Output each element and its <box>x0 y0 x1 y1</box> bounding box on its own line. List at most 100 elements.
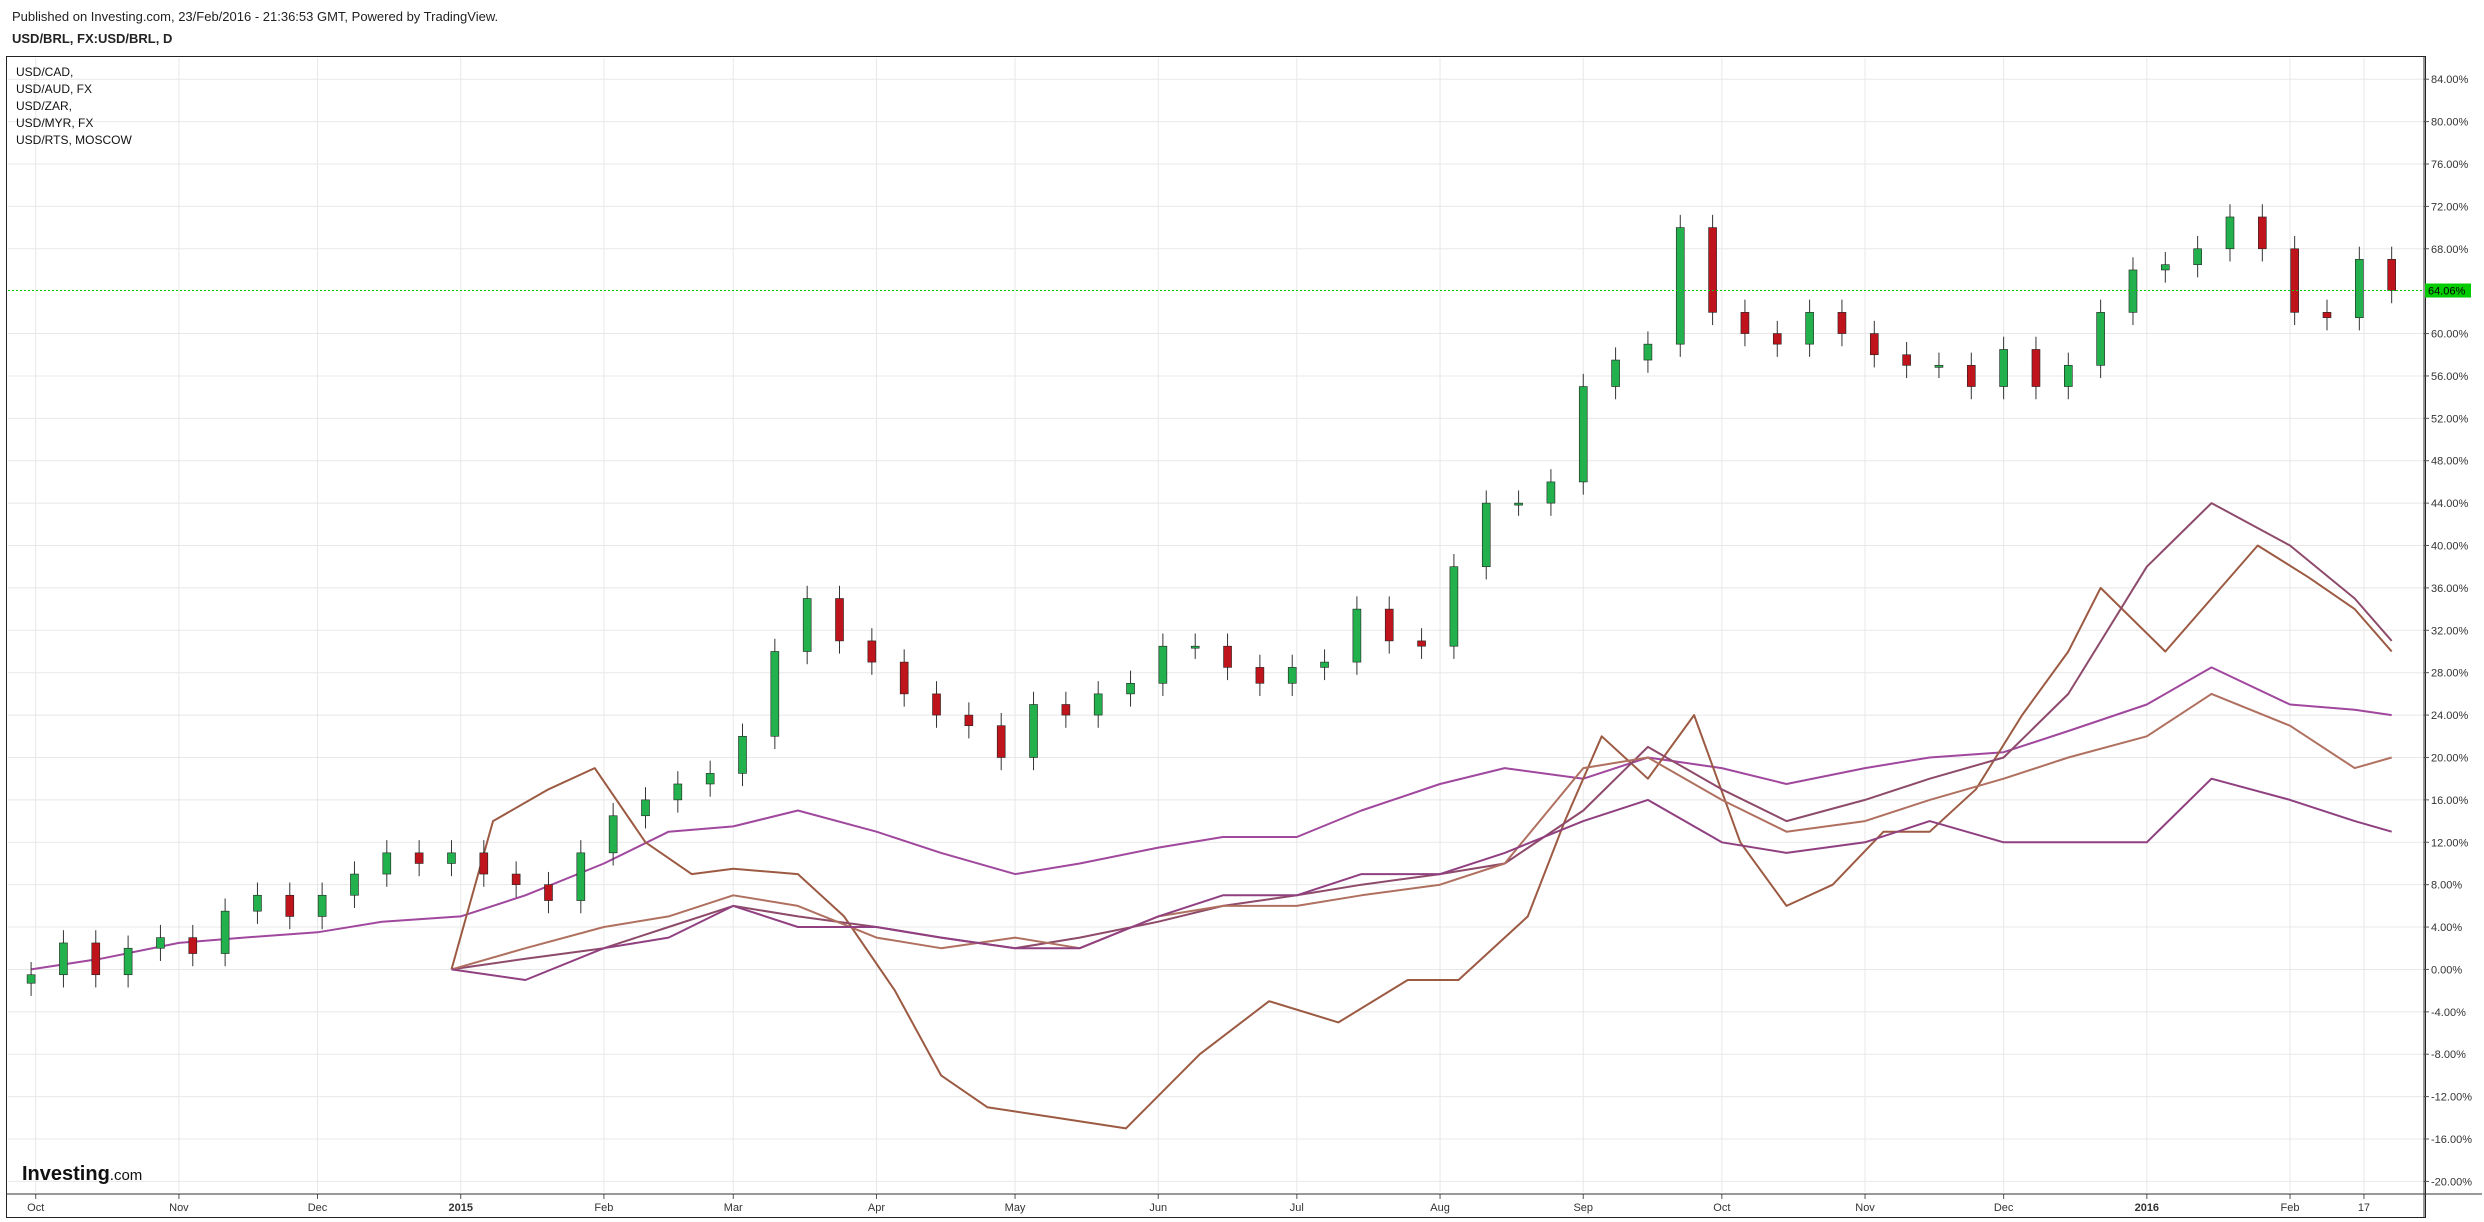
candle-up <box>317 894 327 917</box>
candle-up <box>770 651 780 737</box>
chart-frame[interactable] <box>6 56 2426 1218</box>
y-tick-label: 44.00% <box>2431 498 2469 510</box>
candle-down <box>1772 333 1782 345</box>
candle-down <box>479 852 489 875</box>
candle-up <box>382 852 392 875</box>
comparison-legend: USD/CAD, USD/AUD, FX USD/ZAR, USD/MYR, F… <box>16 64 132 149</box>
candle-up <box>253 894 262 912</box>
y-tick-label: 40.00% <box>2431 541 2469 553</box>
candle-down <box>1223 645 1232 668</box>
y-tick-label: 28.00% <box>2431 668 2469 680</box>
x-tick-label: 2015 <box>448 1202 472 1214</box>
y-tick-label: 60.00% <box>2431 329 2469 341</box>
candle-up <box>1190 645 1200 649</box>
y-tick-label: 0.00% <box>2431 964 2462 976</box>
candle-up <box>1578 386 1588 483</box>
candle-up <box>1029 704 1038 758</box>
candle-down <box>1061 704 1071 716</box>
y-tick-label: 72.00% <box>2431 201 2469 213</box>
x-tick-label: Feb <box>2281 1202 2300 1214</box>
candle-up <box>350 873 359 896</box>
candle-down <box>1417 640 1426 647</box>
y-tick-label: 48.00% <box>2431 456 2469 468</box>
legend-item-usd-myr: USD/MYR, FX <box>16 116 94 130</box>
candle-up <box>1287 667 1297 684</box>
x-tick-label: May <box>1005 1202 1026 1214</box>
y-tick-label: 24.00% <box>2431 710 2469 722</box>
candle-up <box>641 799 650 817</box>
published-info: Published on Investing.com, 23/Feb/2016 … <box>12 9 499 24</box>
candle-up <box>2096 312 2105 366</box>
x-tick-label: Feb <box>594 1202 613 1214</box>
candle-up <box>576 852 586 901</box>
candle-up <box>1805 312 1814 345</box>
candle-up <box>2355 259 2364 318</box>
candle-down <box>91 942 101 976</box>
candle-up <box>738 735 747 774</box>
y-tick-label: 32.00% <box>2431 625 2469 637</box>
x-tick-label: Dec <box>1994 1202 2014 1214</box>
x-tick-label: Aug <box>1430 1202 1450 1214</box>
symbol-title: USD/BRL, FX:USD/BRL, D <box>12 31 173 46</box>
candle-up <box>2063 365 2073 387</box>
candle-up <box>447 852 456 864</box>
candle-up <box>1675 227 1685 345</box>
candle-up <box>1093 693 1103 716</box>
y-tick-label: 80.00% <box>2431 117 2469 129</box>
candle-down <box>964 714 974 726</box>
candle-down <box>511 873 521 885</box>
candle-down <box>2322 312 2332 318</box>
candle-down <box>188 937 198 954</box>
x-tick-label: Nov <box>1855 1202 1875 1214</box>
candle-down <box>2031 349 2041 387</box>
x-tick-label: Oct <box>1713 1202 1730 1214</box>
candle-up <box>1320 661 1329 668</box>
candle-down <box>835 598 844 642</box>
investing-logo[interactable]: Investing.com <box>22 1163 142 1186</box>
y-tick-label: 76.00% <box>2431 159 2469 171</box>
candle-up <box>220 910 230 954</box>
logo-brand: Investing <box>22 1163 110 1185</box>
x-tick-label: Oct <box>27 1202 44 1214</box>
candle-up <box>1999 349 2008 387</box>
candle-up <box>673 783 683 801</box>
legend-item-usd-cad: USD/CAD, <box>16 65 74 79</box>
candle-down <box>899 661 909 695</box>
y-tick-label: -12.00% <box>2431 1092 2472 1104</box>
x-tick-label: Apr <box>868 1202 885 1214</box>
candle-down <box>1708 227 1717 313</box>
candle-down <box>1966 365 1976 387</box>
y-tick-label: 52.00% <box>2431 413 2469 425</box>
y-tick-label: 16.00% <box>2431 795 2469 807</box>
candle-down <box>932 693 941 716</box>
legend-item-usd-aud: USD/AUD, FX <box>16 82 93 96</box>
candle-up <box>2225 216 2235 250</box>
y-tick-label: 4.00% <box>2431 922 2462 934</box>
x-tick-label: Sep <box>1573 1202 1593 1214</box>
y-tick-label: 36.00% <box>2431 583 2469 595</box>
y-tick-label: 20.00% <box>2431 752 2469 764</box>
candle-up <box>1643 343 1653 361</box>
candle-up <box>705 773 715 785</box>
y-tick-label: 56.00% <box>2431 371 2469 383</box>
y-tick-label: -4.00% <box>2431 1007 2466 1019</box>
comparison-line-5 <box>451 777 2392 981</box>
x-tick-label: Mar <box>724 1202 743 1214</box>
candle-down <box>867 640 877 663</box>
x-tick-label: Dec <box>308 1202 328 1214</box>
candle-up <box>59 942 68 976</box>
candle-up <box>1352 608 1362 663</box>
candle-down <box>996 725 1006 758</box>
x-tick-label: Jul <box>1290 1202 1304 1214</box>
candle-down <box>1255 667 1265 684</box>
candle-up <box>156 937 165 949</box>
candle-down <box>1902 354 1911 366</box>
y-tick-label: 8.00% <box>2431 880 2462 892</box>
candle-up <box>1514 502 1523 506</box>
candle-down <box>1384 608 1394 642</box>
candle-up <box>2193 248 2202 265</box>
candle-up <box>802 598 812 652</box>
candle-up <box>123 947 133 976</box>
x-tick-label: 17 <box>2358 1202 2370 1214</box>
